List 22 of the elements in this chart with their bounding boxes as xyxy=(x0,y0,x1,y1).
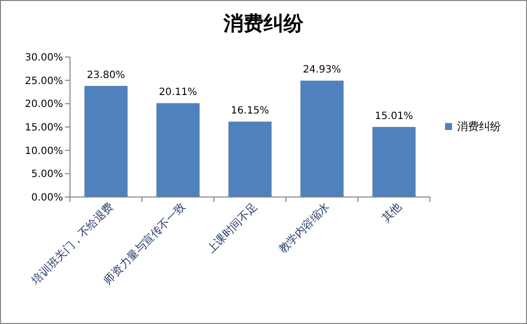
chart-title: 消费纠纷 xyxy=(222,11,304,35)
y-tick-label: 0.00% xyxy=(31,192,63,204)
data-label: 24.93% xyxy=(302,64,342,76)
x-tick-label: 其他 xyxy=(379,200,404,225)
y-tick-label: 10.00% xyxy=(24,146,63,157)
bar xyxy=(84,86,128,197)
y-tick-label: 25.00% xyxy=(24,76,63,87)
y-tick-label: 30.00% xyxy=(24,52,63,64)
y-tick-label: 20.00% xyxy=(24,99,63,110)
bar xyxy=(372,126,416,197)
bar xyxy=(300,80,344,197)
x-tick-label: 上课时间不足 xyxy=(204,200,260,256)
x-tick-label: 教学内容缩水 xyxy=(276,200,332,256)
data-label: 15.01% xyxy=(374,110,414,122)
y-tick-label: 15.00% xyxy=(24,122,63,134)
legend-label: 消费纠纷 xyxy=(457,120,501,133)
bar xyxy=(156,103,200,197)
data-label: 16.15% xyxy=(230,106,270,117)
data-label: 23.80% xyxy=(86,70,126,81)
data-label: 20.11% xyxy=(158,87,198,98)
y-tick-label: 5.00% xyxy=(31,169,63,180)
bar xyxy=(228,122,272,197)
